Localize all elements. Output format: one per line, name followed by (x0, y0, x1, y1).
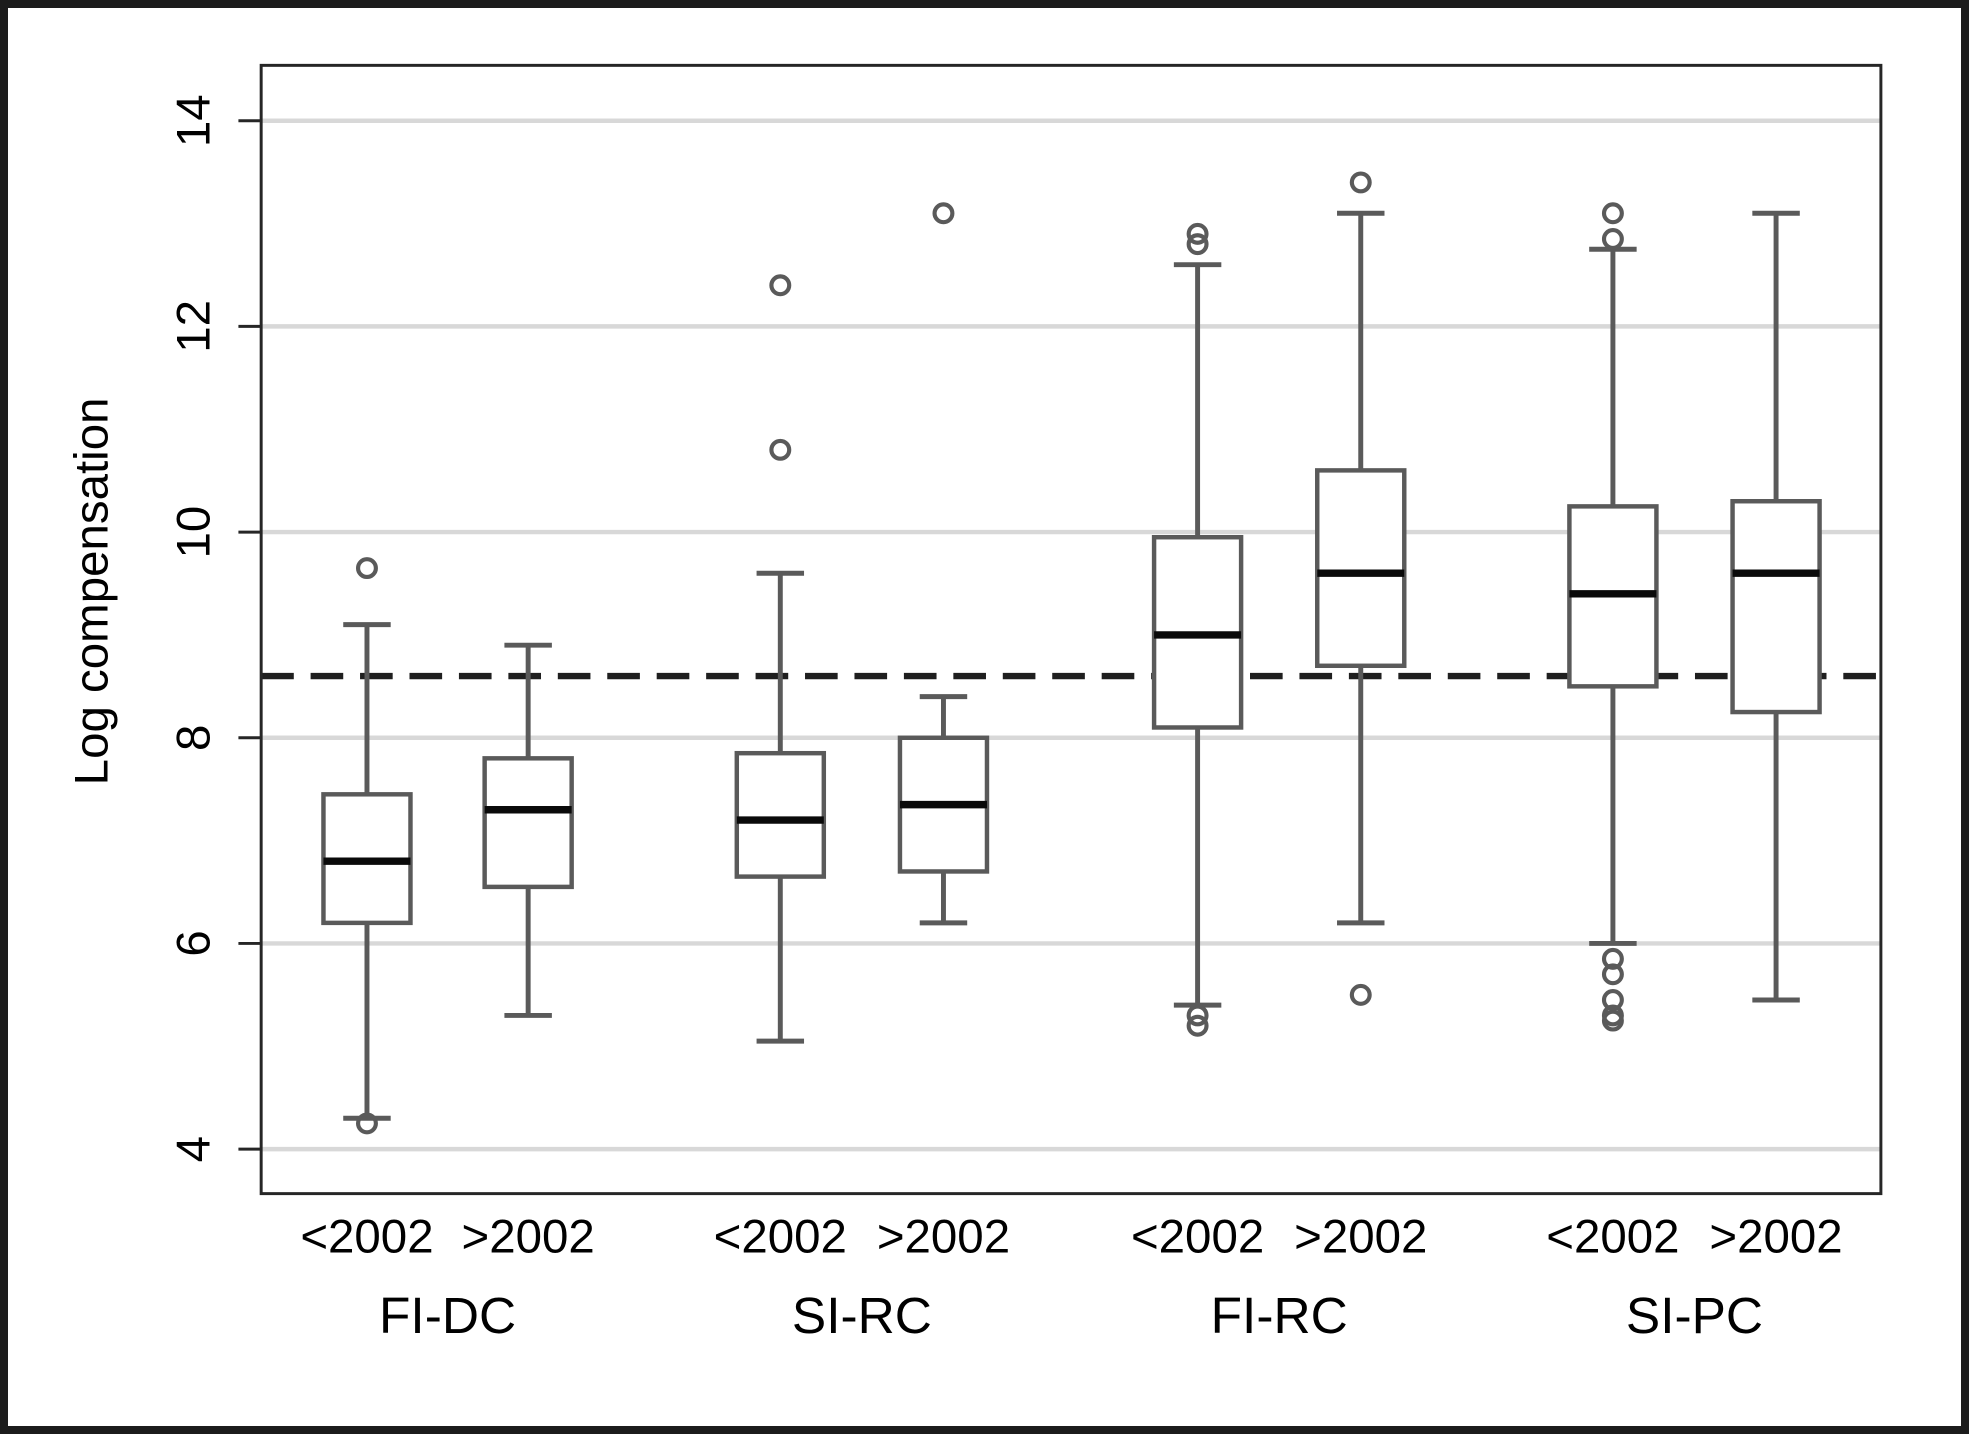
iqr-box (482, 756, 574, 890)
outlier-point (1186, 1014, 1209, 1037)
boxplot-FI-RC-post2002 (1315, 171, 1407, 1006)
y-tick-label-12: 12 (167, 300, 220, 353)
outlier-point (1601, 202, 1624, 225)
outlier-point (769, 274, 792, 297)
grid-layer (261, 118, 1881, 1152)
outlier-point (769, 438, 792, 461)
boxplot-SI-RC-post2002 (897, 202, 990, 926)
outlier-point (1601, 989, 1624, 1011)
iqr-box (734, 750, 827, 879)
outlier-point (1186, 233, 1209, 256)
outlier-point (1349, 983, 1372, 1006)
boxplot-FI-RC-pre2002 (1151, 222, 1244, 1037)
plot-border (259, 63, 1883, 1196)
outlier-point (932, 202, 955, 225)
tick-label-FI-RC-pre2002: <2002 (1131, 1211, 1264, 1264)
tick-label-FI-RC-post2002: >2002 (1294, 1211, 1427, 1264)
y-tick-label-10: 10 (167, 506, 220, 559)
box-layer (321, 171, 1822, 1135)
y-tick-label-14: 14 (167, 94, 220, 147)
boxplot-SI-PC-post2002 (1730, 210, 1822, 1003)
y-tick-label-4: 4 (167, 1136, 220, 1162)
tick-label-SI-RC-post2002: >2002 (877, 1211, 1010, 1264)
tick-label-FI-DC-post2002: >2002 (462, 1211, 595, 1264)
outlier-point (355, 557, 378, 580)
tick-label-SI-PC-post2002: >2002 (1709, 1211, 1842, 1264)
iqr-box (1315, 468, 1407, 669)
tick-label-SI-PC-pre2002: <2002 (1546, 1211, 1679, 1264)
outlier-point (1186, 222, 1209, 245)
outlier-point (1601, 963, 1624, 986)
tick-label-SI-RC-pre2002: <2002 (714, 1211, 847, 1264)
outlier-point (1601, 1009, 1624, 1032)
group-label-SI-PC: SI-PC (1626, 1286, 1763, 1344)
outlier-point (1601, 228, 1624, 250)
tick-label-FI-DC-pre2002: <2002 (300, 1211, 433, 1264)
iqr-box (1730, 499, 1822, 715)
outlier-point (355, 1112, 378, 1135)
group-label-SI-RC: SI-RC (792, 1286, 932, 1344)
outlier-point (1186, 1004, 1209, 1027)
outlier-point (1349, 171, 1372, 194)
group-label-FI-RC: FI-RC (1211, 1286, 1348, 1344)
axis-layer: 4 6 8 10 12 14 <2002 >2002 FI-DC <2002 >2002 SI-RC <… (167, 94, 1842, 1344)
boxplot-FI-DC-post2002 (482, 642, 574, 1018)
boxplot-FI-DC-pre2002 (321, 557, 413, 1135)
y-tick-label-6: 6 (167, 930, 220, 956)
boxplot-SI-RC-pre2002 (734, 274, 827, 1044)
boxplot-chart: 4 6 8 10 12 14 <2002 >2002 FI-DC <2002 >2002 SI-RC <… (66, 63, 1883, 1344)
y-axis-title: Log compensation (66, 398, 119, 786)
y-tick-label-8: 8 (167, 725, 220, 751)
outlier-point (1601, 947, 1624, 970)
boxplot-SI-PC-pre2002 (1567, 202, 1659, 1032)
group-label-FI-DC: FI-DC (379, 1286, 516, 1344)
